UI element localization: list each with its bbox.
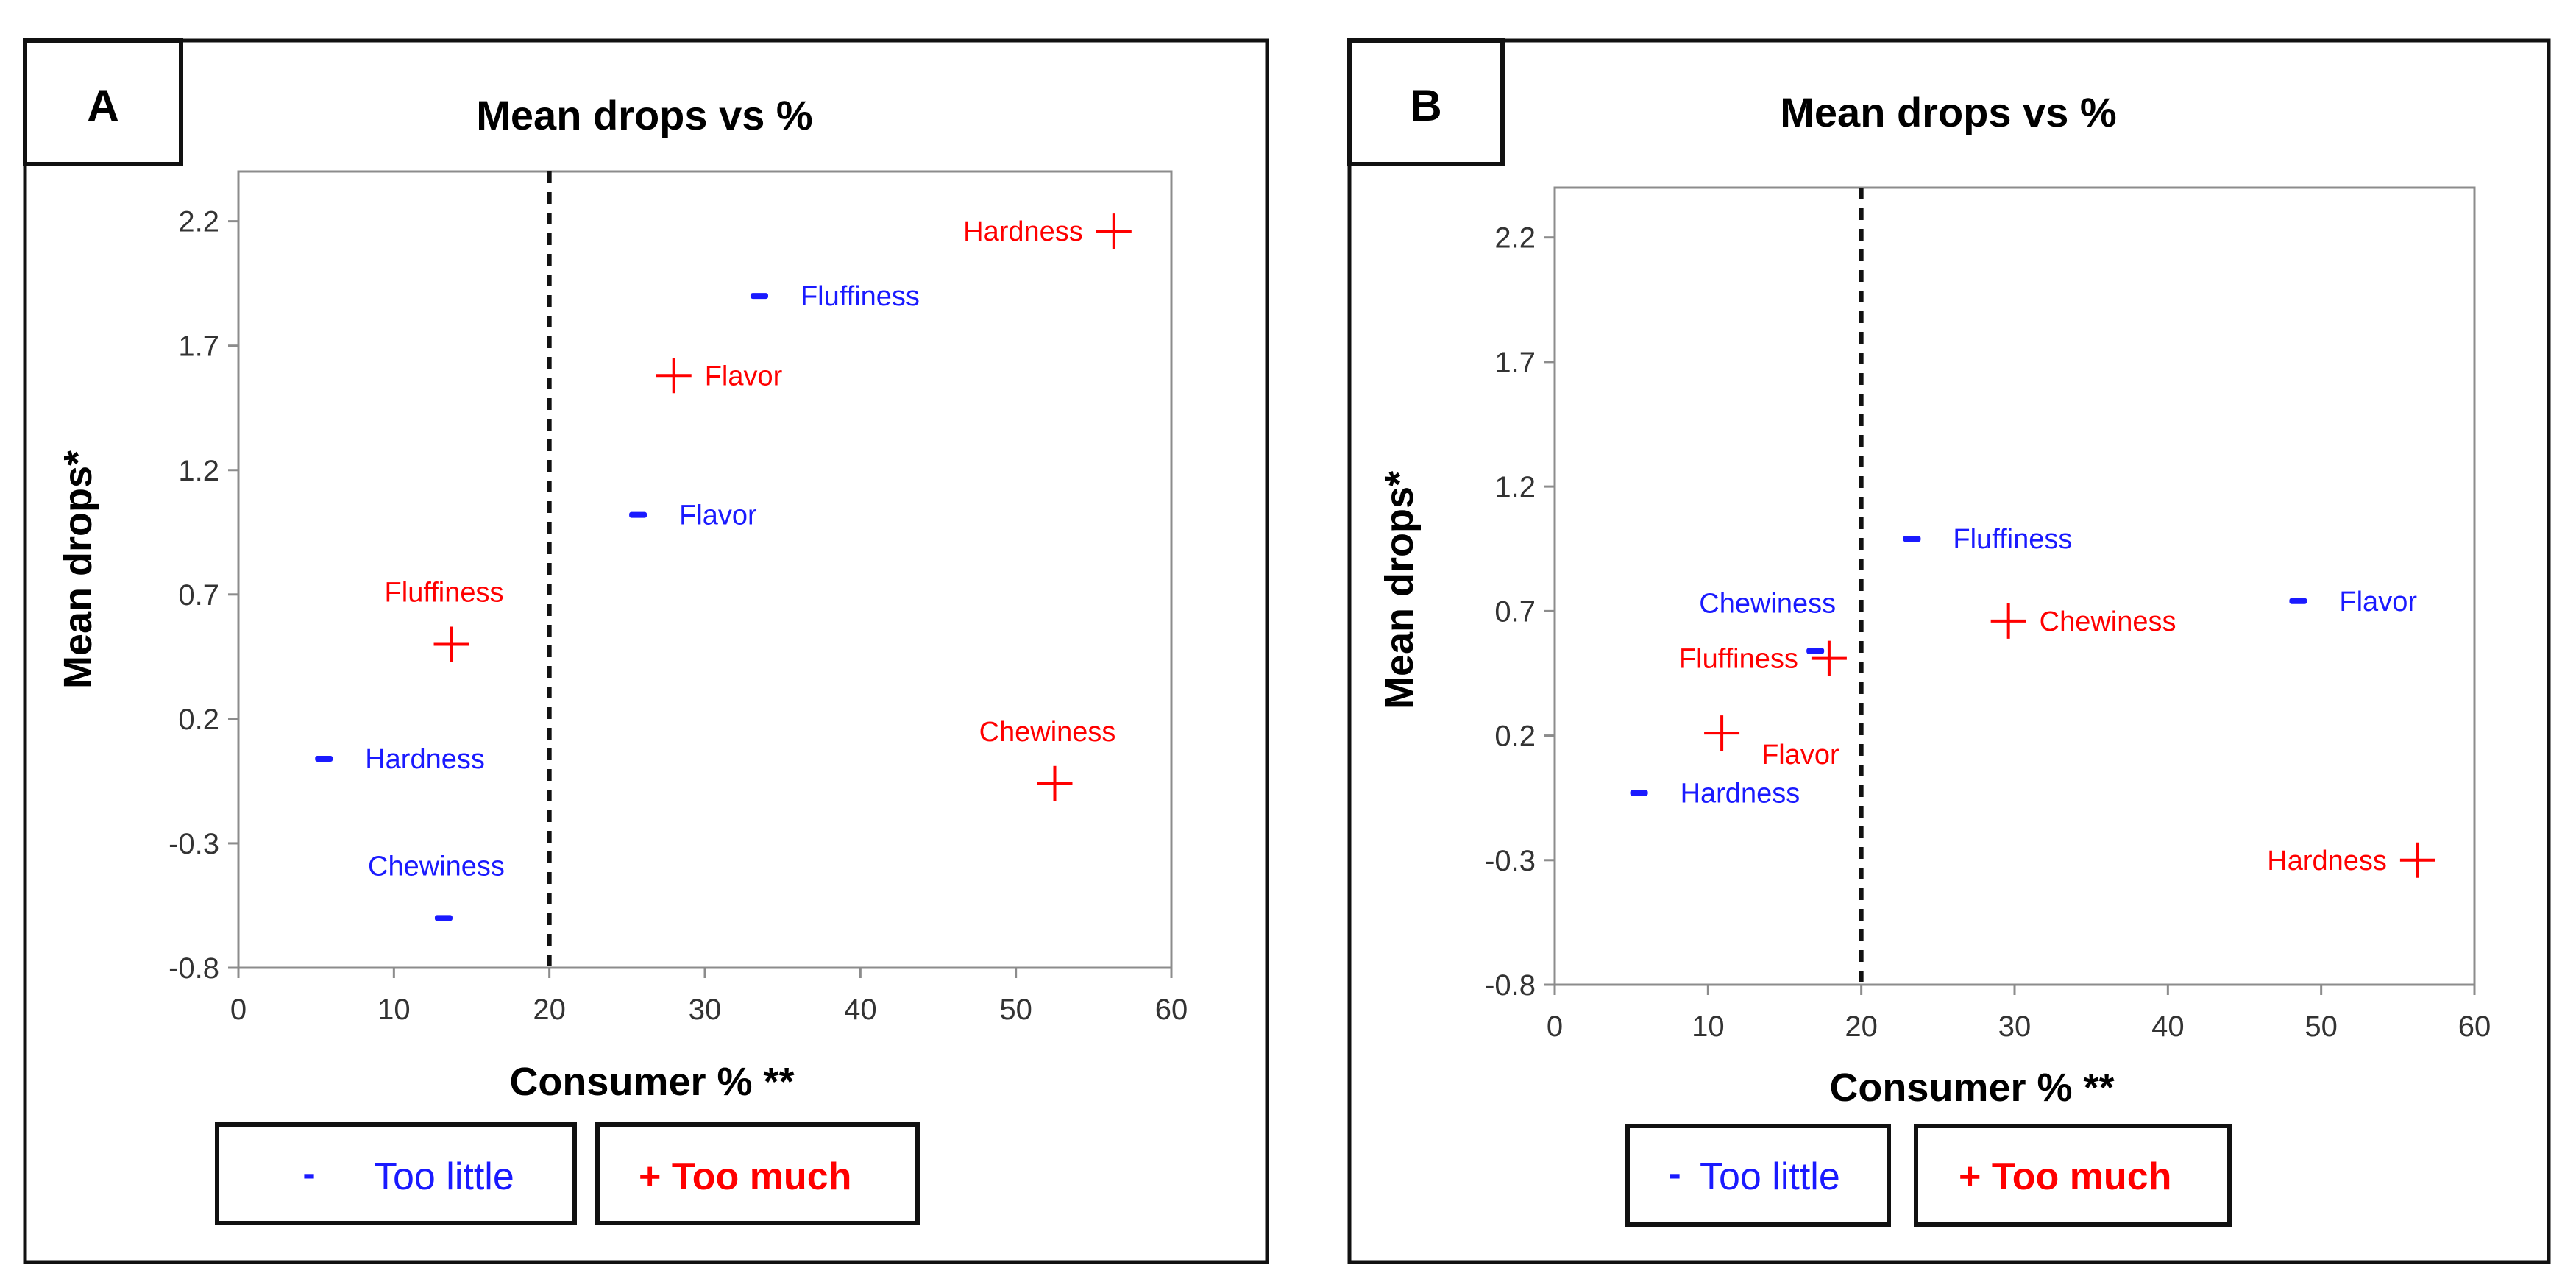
panel-b-legend-too-little-symbol: - xyxy=(1668,1152,1681,1195)
panel-a-y-tick-label: 0.7 xyxy=(178,579,219,612)
panel-a-too-much-marker xyxy=(656,358,692,394)
panel-b-title: Mean drops vs % xyxy=(1780,89,2116,135)
panel-b-legend-too-little-box xyxy=(1625,1124,1891,1227)
panel-a-frame xyxy=(23,38,1269,1264)
panel-a-too-much-label: Fluffiness xyxy=(385,577,504,608)
panel-a-too-much-label: Flavor xyxy=(705,361,783,392)
panel-a-x-tick-label: 0 xyxy=(230,994,246,1026)
panel-a-y-tick-label: -0.3 xyxy=(168,828,219,860)
panel-a-x-tick-label: 40 xyxy=(844,994,877,1026)
panel-a-too-little-label: Chewiness xyxy=(368,851,505,882)
panel-b-x-tick-label: 0 xyxy=(1547,1010,1563,1043)
panel-b-y-tick-label: -0.3 xyxy=(1485,845,1536,877)
panel-a-y-tick-label: -0.8 xyxy=(168,952,219,985)
panel-b-too-little-label: Fluffiness xyxy=(1953,524,2072,555)
panel-b-letter-box xyxy=(1347,38,1505,166)
panel-b-y-tick-label: -0.8 xyxy=(1485,969,1536,1002)
panel-b-legend-too-much-box xyxy=(1914,1124,2232,1227)
panel-b-too-little-label: Flavor xyxy=(2339,587,2417,617)
panel-b-ticks: 0 10 20 30 40 50 60 -0.8 -0.3 0.2 0.7 1.2 1.7 2.2 xyxy=(1485,222,2491,1043)
panel-b-too-little-marker xyxy=(1903,536,1921,542)
panel-b-x-tick-label: 40 xyxy=(2151,1010,2185,1043)
panel-a-legend-too-much-box xyxy=(595,1122,920,1225)
panel-a-x-tick-label: 60 xyxy=(1155,994,1188,1026)
panel-b-too-much-marker xyxy=(2399,842,2435,878)
panel-b-frame xyxy=(1347,38,2551,1264)
panel-b-x-tick-label: 20 xyxy=(1845,1010,1878,1043)
panel-b-y-axis-title: Mean drops* xyxy=(1377,471,1422,709)
panel-a-x-tick-label: 20 xyxy=(533,994,566,1026)
panel-b-too-little-marker xyxy=(1630,790,1648,796)
panel-a-y-tick-label: 1.2 xyxy=(178,455,219,487)
panel-a-x-tick-label: 30 xyxy=(689,994,722,1026)
panel-b-points: Fluffiness Flavor Chewiness Hardness Chewine… xyxy=(1630,524,2435,878)
panel-b-y-tick-label: 1.2 xyxy=(1494,471,1536,503)
panel-b-too-much-marker xyxy=(1704,715,1740,751)
panel-a-y-tick-label: 1.7 xyxy=(178,330,219,363)
panel-a-y-tick-label: 2.2 xyxy=(178,206,219,238)
panel-b-x-tick-label: 60 xyxy=(2458,1010,2491,1043)
panel-b-y-tick-label: 0.2 xyxy=(1494,720,1536,753)
panel-b-legend-too-much-label: + Too much xyxy=(1959,1155,2171,1198)
panel-a-y-tick-label: 0.2 xyxy=(178,704,219,736)
panel-b-y-tick-label: 1.7 xyxy=(1494,347,1536,379)
panel-b-too-much-label: Chewiness xyxy=(2040,606,2176,637)
panel-b-x-tick-label: 30 xyxy=(1998,1010,2032,1043)
panel-a-title: Mean drops vs % xyxy=(476,92,812,138)
panel-a: A Mean drops vs % 0 10 20 30 40 50 60-0.8-0.30… xyxy=(23,38,1269,1264)
panel-a-too-much-marker xyxy=(1096,213,1132,249)
panel-b-too-little-marker xyxy=(1806,648,1825,654)
panel-b-too-much-marker xyxy=(1811,640,1847,676)
panel-a-too-little-label: Hardness xyxy=(365,744,485,775)
panel-a-x-tick-label: 10 xyxy=(377,994,411,1026)
panel-b-x-axis-title: Consumer % ** xyxy=(1829,1066,2114,1110)
panel-b-too-much-label: Flavor xyxy=(1761,740,1839,771)
panel-b: B Mean drops vs % 0 10 20 30 40 50 60-0.8-0.30… xyxy=(1347,38,2551,1264)
panel-a-too-much-label: Hardness xyxy=(963,216,1083,247)
panel-b-y-tick-label: 0.7 xyxy=(1494,595,1536,628)
panel-a-too-little-marker xyxy=(434,915,453,921)
panel-b-x-tick-label: 10 xyxy=(1692,1010,1725,1043)
panel-b-too-little-label: Chewiness xyxy=(1699,588,1836,619)
panel-b-y-tick-label: 2.2 xyxy=(1494,222,1536,255)
panel-b-legend-too-little-label: Too little xyxy=(1700,1155,1840,1198)
panel-a-x-axis-title: Consumer % ** xyxy=(509,1060,794,1104)
panel-a-too-little-marker xyxy=(629,511,647,518)
panel-b-too-much-label: Fluffiness xyxy=(1679,644,1798,675)
panel-a-points: Fluffiness Flavor Hardness Chewiness Hardnes… xyxy=(315,213,1132,921)
panel-a-letter-box xyxy=(23,38,183,166)
panel-a-legend-too-little-symbol: - xyxy=(302,1152,315,1195)
panel-a-letter: A xyxy=(87,81,118,130)
panel-a-too-little-label: Fluffiness xyxy=(801,281,920,312)
panel-a-too-little-label: Flavor xyxy=(679,500,757,531)
panel-b-too-little-label: Hardness xyxy=(1681,778,1800,809)
panel-a-too-much-marker xyxy=(1037,765,1073,801)
panel-a-legend-too-little-box xyxy=(215,1122,577,1225)
panel-a-legend-too-much-label: + Too much xyxy=(639,1155,851,1198)
panel-a-too-little-marker xyxy=(750,293,768,300)
panel-a-x-tick-label: 50 xyxy=(999,994,1032,1026)
panel-b-too-little-marker xyxy=(2289,598,2307,604)
panel-a-legend-too-little-label: Too little xyxy=(374,1155,514,1198)
panel-b-letter: B xyxy=(1410,81,1441,130)
panel-a-too-much-label: Chewiness xyxy=(979,717,1116,748)
panel-a-ticks: 0 10 20 30 40 50 60 -0.8 -0.3 0.2 0.7 1.2 1.7 2.2 xyxy=(168,206,1188,1026)
panel-b-too-much-marker xyxy=(1990,603,2026,639)
panel-a-y-axis-title: Mean drops* xyxy=(56,450,100,689)
panel-b-x-tick-label: 50 xyxy=(2304,1010,2338,1043)
panel-b-too-much-label: Hardness xyxy=(2267,846,2387,876)
panel-a-too-much-marker xyxy=(433,626,469,662)
panel-a-too-little-marker xyxy=(315,755,333,762)
